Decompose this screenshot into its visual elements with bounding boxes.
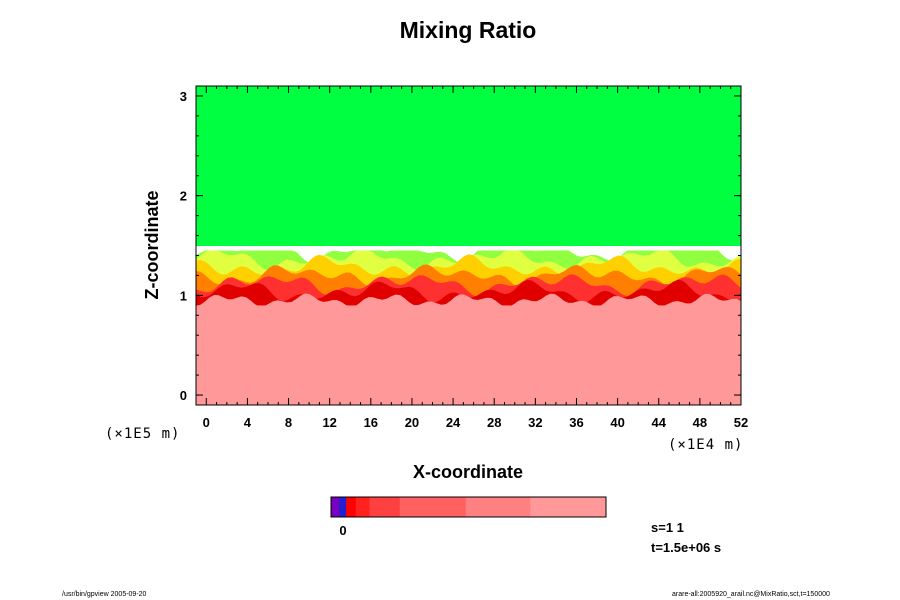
colorbar-segment xyxy=(339,497,347,517)
x-axis-unit: (×1E4 m) xyxy=(668,437,743,453)
x-tick-label: 36 xyxy=(569,415,583,430)
colorbar-segment xyxy=(399,497,467,517)
x-tick-label: 52 xyxy=(734,415,748,430)
y-axis-unit: (×1E5 m) xyxy=(105,426,180,442)
x-tick-label: 40 xyxy=(610,415,624,430)
x-tick-label: 0 xyxy=(203,415,210,430)
colorbar-segment xyxy=(530,497,607,517)
transition-band xyxy=(196,250,741,405)
footer-left: /usr/bin/gpview 2005-09-20 xyxy=(62,591,147,598)
x-tick-label: 4 xyxy=(244,415,252,430)
y-tick-label: 3 xyxy=(180,89,187,104)
x-axis-label: X-coordinate xyxy=(413,462,523,482)
transition-layer xyxy=(196,279,741,306)
colorbar-segment xyxy=(369,497,401,517)
x-tick-label: 28 xyxy=(487,415,501,430)
x-tick-label: 24 xyxy=(446,415,461,430)
y-axis-label: Z-coordinate xyxy=(142,190,162,299)
lower-region-edge xyxy=(196,293,741,405)
x-tick-label: 32 xyxy=(528,415,542,430)
plot-frame xyxy=(195,85,742,406)
colorbar-frame xyxy=(330,496,607,518)
colorbar-segment xyxy=(465,497,531,517)
x-tick-label: 48 xyxy=(693,415,707,430)
x-tick-label: 20 xyxy=(405,415,419,430)
y-tick-label: 1 xyxy=(180,288,187,303)
x-tick-label: 44 xyxy=(652,415,667,430)
y-tick-label: 0 xyxy=(180,388,187,403)
y-tick-label: 2 xyxy=(180,189,187,204)
chart-title: Mixing Ratio xyxy=(400,17,537,43)
footer-right: arare-all:2005920_arail.nc@MixRatio,sct,… xyxy=(672,591,830,598)
x-tick-label: 16 xyxy=(364,415,378,430)
colorbar xyxy=(330,496,607,518)
step-annotation: s=1 1 xyxy=(651,520,684,535)
colorbar-tick-label: 0 xyxy=(339,523,346,538)
colorbar-segment xyxy=(346,497,357,517)
time-annotation: t=1.5e+06 s xyxy=(651,540,721,555)
colorbar-segment xyxy=(355,497,370,517)
region-upper xyxy=(196,86,741,246)
x-tick-label: 8 xyxy=(285,415,292,430)
x-tick-label: 12 xyxy=(322,415,336,430)
colorbar-segment xyxy=(331,497,340,517)
